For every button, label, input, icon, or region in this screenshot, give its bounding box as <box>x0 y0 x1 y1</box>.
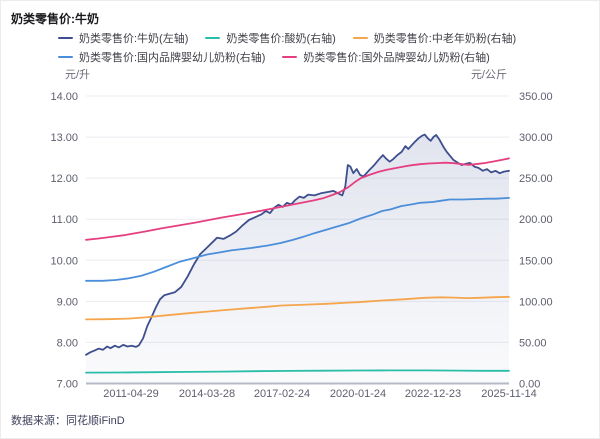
legend-item-label: 奶类零售价:国外品牌婴幼儿奶粉(右轴) <box>303 52 490 64</box>
series-line-4 <box>85 157 510 241</box>
y-axis-left-tick: 7.00 <box>57 379 78 391</box>
y-axis-left-tick: 11.00 <box>51 214 78 226</box>
y-axis-right-tick: 150.00 <box>519 255 553 267</box>
legend-item-label: 奶类零售价:牛奶(左轴) <box>79 33 189 45</box>
legend-item-label: 奶类零售价:中老年奶粉(右轴) <box>373 33 517 45</box>
y-axis-right-tick: 350.00 <box>519 91 553 103</box>
legend-row: 奶类零售价:牛奶(左轴) 奶类零售价:酸奶(右轴) 奶类零售价:中老年奶粉(右轴) <box>58 29 516 47</box>
legend-item-4[interactable]: 奶类零售价:国外品牌婴幼儿奶粉(右轴) <box>282 49 490 65</box>
y-axis-left-tick: 14.00 <box>50 91 78 103</box>
y-axis-right-tick: 100.00 <box>519 296 553 308</box>
y-axis-right-tick: 250.00 <box>519 173 553 185</box>
x-axis-tick: 2025-11-14 <box>481 388 536 400</box>
legend-swatch-icon <box>282 55 298 59</box>
series-line-1 <box>85 369 510 374</box>
y-axis-left-tick: 13.00 <box>50 132 78 144</box>
y-axis-right-tick: 200.00 <box>519 214 553 226</box>
chart-legend: 奶类零售价:牛奶(左轴) 奶类零售价:酸奶(右轴) 奶类零售价:中老年奶粉(右轴) 奶… <box>58 29 516 66</box>
series-line-3 <box>85 196 510 282</box>
left-axis-unit: 元/升 <box>65 69 91 81</box>
y-axis-right-tick: 50.00 <box>519 337 547 349</box>
legend-item-1[interactable]: 奶类零售价:酸奶(右轴) <box>205 30 336 46</box>
y-axis-left-tick: 10.00 <box>50 255 78 267</box>
legend-item-3[interactable]: 奶类零售价:国内品牌婴幼儿奶粉(右轴) <box>58 49 265 65</box>
legend-row: 奶类零售价:国内品牌婴幼儿奶粉(右轴) 奶类零售价:国外品牌婴幼儿奶粉(右轴) <box>58 48 516 66</box>
legend-swatch-icon <box>352 36 368 40</box>
legend-swatch-icon <box>58 36 73 40</box>
legend-swatch-icon <box>205 36 221 40</box>
legend-item-label: 奶类零售价:国内品牌婴幼儿奶粉(右轴) <box>79 52 266 64</box>
x-axis-tick: 2020-01-24 <box>330 388 386 400</box>
legend-swatch-icon <box>58 55 73 59</box>
y-axis-left-tick: 9.00 <box>57 296 78 308</box>
series-line-2 <box>85 295 510 321</box>
legend-item-2[interactable]: 奶类零售价:中老年奶粉(右轴) <box>352 30 517 46</box>
x-axis-tick: 2017-02-24 <box>254 388 310 400</box>
data-source-label: 数据来源：同花顺iFinD <box>11 415 125 427</box>
x-axis-tick: 2022-12-23 <box>405 388 461 400</box>
legend-item-0[interactable]: 奶类零售价:牛奶(左轴) <box>58 30 188 46</box>
y-axis-left-tick: 8.00 <box>57 337 78 349</box>
legend-item-label: 奶类零售价:酸奶(右轴) <box>226 33 336 45</box>
y-axis-right-tick: 300.00 <box>519 132 553 144</box>
x-axis-tick: 2014-03-28 <box>179 388 235 400</box>
chart-title: 奶类零售价:牛奶 <box>11 12 99 26</box>
series-area-fill <box>86 134 509 384</box>
y-axis-left-tick: 12.00 <box>50 173 78 185</box>
right-axis-unit: 元/公斤 <box>470 69 507 81</box>
x-axis-tick: 2011-04-29 <box>103 388 158 400</box>
y-axis-right-tick: 0.00 <box>519 379 540 391</box>
series-line-0 <box>85 133 510 356</box>
